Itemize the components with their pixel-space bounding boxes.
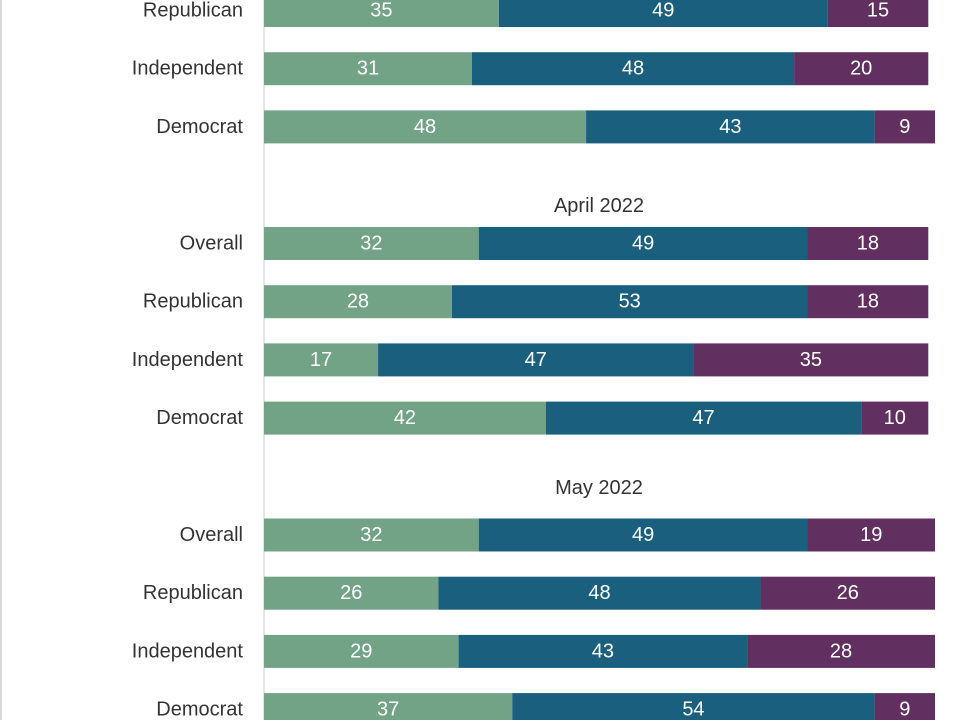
category-label: Overall	[180, 524, 243, 546]
bar-segment	[264, 285, 452, 319]
bar-segment	[264, 401, 546, 435]
bar-value-label: 31	[357, 58, 379, 80]
bar-segment	[874, 693, 935, 720]
group-title: May 2022	[555, 477, 643, 499]
category-label: Democrat	[156, 699, 243, 720]
bar-segment	[264, 576, 439, 610]
bar-segment	[478, 518, 808, 552]
bar-value-label: 49	[632, 233, 654, 255]
bar-segment	[264, 0, 499, 27]
bar-segment	[264, 110, 587, 144]
bar-value-label: 15	[867, 0, 889, 22]
bar-segment	[807, 285, 929, 319]
bar-value-label: 20	[850, 58, 872, 80]
bar-segment	[378, 343, 694, 377]
bar-value-label: 9	[899, 699, 910, 720]
category-label: Republican	[143, 0, 243, 22]
bar-value-label: 18	[857, 233, 879, 255]
bar-segment	[264, 227, 479, 260]
bar-value-label: 32	[360, 524, 382, 546]
bar-segment	[760, 576, 935, 610]
bar-segment	[586, 110, 875, 144]
bar-segment	[874, 110, 935, 144]
bar-value-label: 42	[394, 407, 416, 429]
bar-segment	[451, 285, 808, 319]
bar-value-label: 53	[619, 291, 641, 313]
category-label: Independent	[132, 58, 244, 80]
bar-segment	[861, 401, 929, 435]
bar-value-label: 43	[719, 116, 741, 138]
bar-value-label: 47	[692, 407, 714, 429]
bar-value-label: 19	[860, 524, 882, 546]
bar-segment	[264, 518, 479, 552]
bar-value-label: 18	[857, 291, 879, 313]
bar-segment	[807, 518, 935, 552]
bar-value-label: 37	[377, 699, 399, 720]
bar-value-label: 17	[310, 349, 332, 371]
bar-value-label: 49	[632, 524, 654, 546]
bar-value-label: 32	[360, 233, 382, 255]
bar-segment	[264, 634, 459, 668]
category-label: Independent	[132, 640, 244, 662]
bar-value-label: 28	[830, 640, 852, 662]
bar-value-label: 9	[899, 116, 910, 138]
bar-segment	[458, 634, 748, 668]
bar-segment	[545, 401, 862, 435]
bar-value-label: 26	[837, 582, 859, 604]
bar-value-label: 35	[800, 349, 822, 371]
bar-segment	[472, 52, 795, 86]
category-label: Republican	[143, 291, 243, 313]
bar-segment	[794, 52, 929, 86]
category-label: Republican	[143, 582, 243, 604]
category-label: Democrat	[156, 407, 243, 429]
bar-value-label: 47	[525, 349, 547, 371]
bar-value-label: 48	[588, 582, 610, 604]
bar-value-label: 49	[652, 0, 674, 22]
bar-value-label: 26	[340, 582, 362, 604]
category-label: Democrat	[156, 116, 243, 138]
category-label: Independent	[132, 349, 244, 371]
bar-segment	[512, 693, 875, 720]
bar-value-label: 48	[622, 58, 644, 80]
bar-segment	[807, 227, 929, 260]
bar-value-label: 29	[350, 640, 372, 662]
bar-segment	[264, 52, 473, 86]
bar-value-label: 10	[884, 407, 906, 429]
bar-value-label: 43	[592, 640, 614, 662]
bar-value-label: 54	[682, 699, 704, 720]
bar-value-label: 28	[347, 291, 369, 313]
bar-segment	[438, 576, 761, 610]
category-label: Overall	[180, 233, 243, 255]
bar-segment	[693, 343, 929, 377]
bar-segment	[264, 693, 513, 720]
bar-value-label: 48	[414, 116, 436, 138]
bar-segment	[498, 0, 828, 27]
bar-segment	[264, 343, 379, 377]
bar-segment	[478, 227, 808, 260]
bar-segment	[827, 0, 929, 27]
bar-segment	[747, 634, 935, 668]
bar-value-label: 35	[370, 0, 392, 22]
group-title: April 2022	[554, 195, 644, 217]
